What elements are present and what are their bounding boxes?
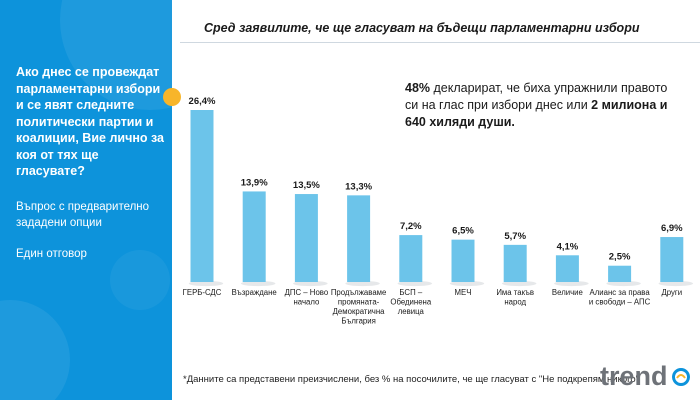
bar-3: [294, 194, 318, 282]
decor-circle: [110, 250, 170, 310]
bar-shadow: [188, 280, 224, 287]
header-divider: [180, 42, 700, 43]
value-label: 13,3%: [345, 181, 372, 192]
category-label: Възраждане: [232, 288, 277, 297]
value-label: 26,4%: [189, 96, 216, 107]
trend-logo: trend: [600, 361, 690, 391]
bar-shadow: [397, 280, 433, 287]
bar-shadow: [449, 280, 485, 287]
logo-text: trend: [600, 361, 668, 391]
bar-shadow: [554, 280, 589, 287]
bar-5: [399, 235, 423, 282]
bar-9: [608, 265, 632, 282]
value-label: 13,5%: [293, 180, 320, 191]
bar-6: [451, 239, 475, 282]
category-label: МЕЧ: [455, 288, 472, 297]
bar-1: [190, 110, 214, 282]
value-label: 4,1%: [557, 241, 579, 252]
value-label: 6,9%: [661, 223, 683, 234]
trend-logo-icon: [672, 368, 690, 386]
bar-shadow: [345, 280, 380, 287]
value-label: 2,5%: [609, 252, 631, 263]
footnote: *Данните са представени преизчислени, бе…: [183, 374, 640, 385]
bar-shadow: [293, 280, 328, 287]
question-type-note: Въпрос с предварително зададени опции: [16, 201, 150, 229]
value-label: 5,7%: [504, 231, 526, 242]
category-label: БСП – Обединена левица: [390, 288, 431, 316]
category-label: Величие: [552, 288, 583, 297]
summary-middle: декларират, че биха упражнили правото си…: [405, 81, 668, 112]
bar-2: [242, 191, 266, 282]
page-title: Сред заявилите, че ще гласуват на бъдещи…: [204, 21, 640, 35]
category-label: Други: [661, 288, 682, 297]
value-label: 13,9%: [241, 177, 268, 188]
bar-shadow: [606, 280, 641, 287]
bar-4: [347, 195, 371, 282]
bar-shadow: [501, 280, 537, 287]
bar-8: [555, 255, 579, 282]
summary-voters: 2 милиона и 640 хиляди души.: [405, 98, 668, 129]
bar-7: [503, 244, 527, 282]
category-label: Има такъв народ: [496, 288, 534, 307]
bar-shadow: [658, 280, 694, 287]
sidebar: Ако днес се провеждат парламентарни избо…: [0, 0, 172, 400]
summary-text: 48% декларират, че биха упражнили правот…: [405, 80, 675, 131]
category-label: Продължаваме промяната-Демократична Българ…: [331, 288, 387, 326]
bar-shadow: [240, 280, 276, 287]
answer-type-note: Един отговор: [16, 248, 87, 260]
value-label: 6,5%: [452, 226, 474, 237]
bar-10: [660, 237, 684, 282]
category-label: Алианс за права и свободи – АПС: [589, 288, 651, 307]
category-label: ГЕРБ-СДС: [183, 288, 222, 297]
accent-dot: [163, 88, 181, 106]
value-label: 7,2%: [400, 221, 422, 232]
summary-percent: 48%: [405, 81, 431, 95]
category-label: ДПС – Ново начало: [285, 288, 329, 307]
survey-question: Ако днес се провеждат парламентарни избо…: [16, 65, 164, 178]
